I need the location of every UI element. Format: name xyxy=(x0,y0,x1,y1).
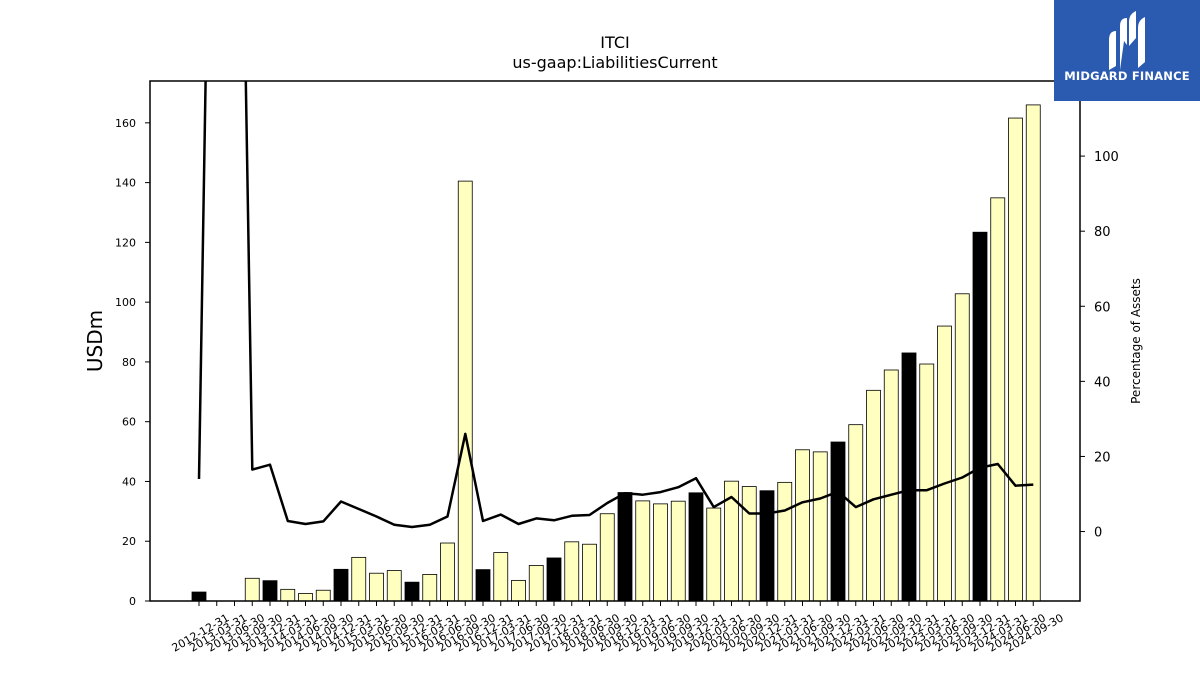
y2-tick-label-40: 40 xyxy=(1094,375,1111,390)
bar-2020-03-31 xyxy=(706,507,722,602)
bar-2021-03-31 xyxy=(777,481,793,602)
bar-2012-12-31 xyxy=(191,591,207,602)
bar-2021-09-30 xyxy=(812,451,828,602)
bar-2018-12-31 xyxy=(617,492,633,602)
bars-layer xyxy=(191,104,1041,602)
chart-title: ITCI xyxy=(600,33,629,52)
y2-tick-label-80: 80 xyxy=(1094,225,1111,240)
line-layer xyxy=(197,81,1034,529)
left-axis: 0 20 40 60 80 100 120 140 160 xyxy=(115,117,150,608)
bar-2016-09-30 xyxy=(457,180,473,602)
bar-2017-03-31 xyxy=(493,552,509,602)
bar-2014-12-31 xyxy=(333,568,349,602)
y2-tick-label-60: 60 xyxy=(1094,300,1111,315)
bar-2024-06-30 xyxy=(1008,117,1023,602)
y-tick-label-80: 80 xyxy=(122,356,136,369)
bar-2022-12-31 xyxy=(901,352,917,602)
bar-2019-12-31 xyxy=(688,492,704,602)
right-axis: 0 20 40 60 80 100 xyxy=(1080,150,1119,541)
y-tick-label-100: 100 xyxy=(115,296,136,309)
bar-2018-09-30 xyxy=(599,513,615,602)
plot-frame xyxy=(149,80,1081,602)
y-tick-label-120: 120 xyxy=(115,236,136,249)
y2-tick-label-0: 0 xyxy=(1094,526,1102,541)
y-tick-label-60: 60 xyxy=(122,416,136,429)
percentage-line xyxy=(197,81,1034,529)
bar-2024-03-31 xyxy=(990,197,1006,602)
bar-2015-09-30 xyxy=(386,570,402,602)
bar-2015-12-31 xyxy=(404,581,420,602)
y-axis-label: USDm xyxy=(83,310,107,372)
y2-tick-label-20: 20 xyxy=(1094,450,1111,465)
bar-2014-03-31 xyxy=(280,588,296,602)
bar-2020-12-31 xyxy=(759,490,775,602)
y-tick-label-20: 20 xyxy=(122,535,136,548)
bar-2013-12-31 xyxy=(262,580,278,602)
y2-tick-label-100: 100 xyxy=(1094,150,1119,165)
bar-2016-06-30 xyxy=(440,542,455,602)
bar-2018-06-30 xyxy=(582,543,597,602)
brand-name: MIDGARD FINANCE xyxy=(1064,69,1190,83)
bar-2019-03-31 xyxy=(635,500,651,602)
bar-2023-03-31 xyxy=(919,363,935,602)
brand-logo: MIDGARD FINANCE xyxy=(1054,0,1200,101)
bar-2017-06-30 xyxy=(511,579,526,602)
bar-2014-09-30 xyxy=(315,589,331,602)
bar-2022-09-30 xyxy=(883,369,899,602)
bar-2017-12-31 xyxy=(546,557,562,602)
y2-axis-label: Percentage of Assets xyxy=(1129,278,1143,404)
bar-2019-09-30 xyxy=(670,500,686,602)
bar-2023-12-31 xyxy=(972,231,988,602)
bar-2023-06-30 xyxy=(937,325,952,602)
bar-2016-03-31 xyxy=(422,574,438,602)
bar-2015-06-30 xyxy=(369,572,384,602)
bar-2015-03-31 xyxy=(351,556,367,602)
x-axis: 2012-12-312013-03-312013-06-302013-09-30… xyxy=(170,601,1066,655)
bar-2017-09-30 xyxy=(528,565,544,602)
bar-2023-09-30 xyxy=(954,293,970,602)
bar-2019-06-30 xyxy=(653,503,668,602)
bar-2021-06-30 xyxy=(795,449,810,602)
y-tick-label-160: 160 xyxy=(115,117,136,130)
bar-2014-06-30 xyxy=(298,593,313,602)
brand-mark-icon xyxy=(1109,11,1145,70)
bar-2022-03-31 xyxy=(848,424,864,602)
bar-2024-09-30 xyxy=(1025,104,1041,602)
bar-2022-06-30 xyxy=(866,389,881,602)
bar-2018-03-31 xyxy=(564,541,580,602)
bar-2013-09-30 xyxy=(244,577,260,602)
bar-2016-12-31 xyxy=(475,569,491,602)
bar-2020-09-30 xyxy=(741,486,757,602)
y-tick-label-0: 0 xyxy=(129,595,136,608)
y-tick-label-40: 40 xyxy=(122,475,136,488)
y-tick-label-140: 140 xyxy=(115,177,136,190)
chart-subtitle: us-gaap:LiabilitiesCurrent xyxy=(512,53,717,72)
bar-2021-12-31 xyxy=(830,441,846,602)
